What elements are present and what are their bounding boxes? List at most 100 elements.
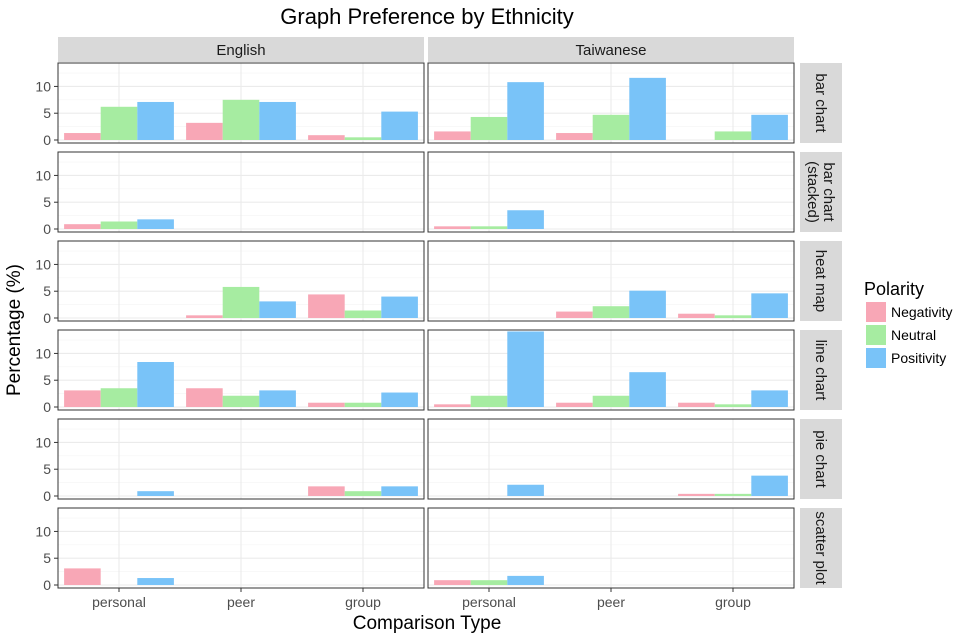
bar-positivity <box>751 293 788 318</box>
bar-positivity <box>751 114 788 140</box>
bar-neutral <box>344 491 382 496</box>
axes: 0 5 10 0 5 10 0 5 10 0 5 10 0 5 10 0 5 10 personal peer grou… <box>35 78 751 610</box>
bar-neutral <box>714 493 752 496</box>
y-tick-label: 10 <box>35 523 51 539</box>
y-tick-label: 0 <box>43 488 51 504</box>
facet-label-row: pie chart <box>812 430 829 488</box>
facet-label-column: English <box>216 42 265 59</box>
facet-strip-column <box>428 37 794 62</box>
bar-positivity <box>381 392 418 407</box>
facet-label-row: bar chart(stacked) <box>804 161 837 223</box>
y-tick-label: 0 <box>43 221 51 237</box>
y-tick-label: 0 <box>43 399 51 415</box>
y-tick-label: 0 <box>43 577 51 593</box>
bar-neutral <box>222 99 260 140</box>
facet-panels <box>57 62 795 589</box>
bar-neutral <box>344 137 382 140</box>
bar-negativity <box>186 388 223 407</box>
bar-negativity <box>64 133 101 140</box>
bar-negativity <box>186 122 223 140</box>
legend-key-neutral <box>866 325 886 345</box>
legend-label: Negativity <box>891 304 952 320</box>
bar-positivity <box>137 362 174 407</box>
bar-negativity <box>64 390 101 407</box>
y-tick-label: 5 <box>43 283 51 299</box>
facet-label-row-line: bar chart <box>812 73 829 133</box>
y-tick-label: 10 <box>35 434 51 450</box>
y-tick-label: 5 <box>43 550 51 566</box>
x-tick-label: personal <box>92 594 146 610</box>
facet-label-row-line: line chart <box>812 340 829 402</box>
panel-border <box>427 240 795 322</box>
facet-strip-row <box>800 152 842 232</box>
bar-negativity <box>64 568 101 585</box>
bar-negativity <box>434 580 471 585</box>
facet-label-row: heat map <box>812 250 829 313</box>
facet-panel <box>427 240 795 322</box>
bar-negativity <box>678 402 715 407</box>
panel-border <box>57 418 425 500</box>
legend-title: Polarity <box>864 279 924 299</box>
panel-border <box>57 240 425 322</box>
bar-neutral <box>344 402 382 407</box>
facet-strip-row <box>800 241 842 321</box>
bar-neutral <box>592 114 630 140</box>
y-tick-label: 10 <box>35 345 51 361</box>
bar-positivity <box>751 475 788 496</box>
bar-negativity <box>64 224 101 229</box>
y-tick-label: 5 <box>43 194 51 210</box>
bar-negativity <box>308 294 345 318</box>
bar-positivity <box>259 101 296 140</box>
bar-positivity <box>629 372 666 407</box>
bar-neutral <box>714 131 752 140</box>
bar-neutral <box>592 395 630 407</box>
y-tick-label: 10 <box>35 78 51 94</box>
bar-neutral <box>470 226 508 229</box>
bar-neutral <box>222 395 260 407</box>
bar-neutral <box>714 404 752 407</box>
bar-positivity <box>137 491 174 496</box>
y-tick-label: 10 <box>35 167 51 183</box>
legend-key-negativity <box>866 302 886 322</box>
facet-label-row: scatter plot <box>812 511 829 585</box>
bar-negativity <box>308 135 345 140</box>
bar-positivity <box>381 111 418 140</box>
panel-border <box>427 418 795 500</box>
facet-panel <box>57 329 425 411</box>
bar-neutral <box>714 315 752 318</box>
facet-panel <box>427 329 795 411</box>
bar-negativity <box>556 133 593 140</box>
facet-strip-row <box>800 508 842 588</box>
x-axis-title: Comparison Type <box>353 613 502 634</box>
facet-label-row-line: (stacked) <box>804 161 821 223</box>
bar-positivity <box>381 296 418 318</box>
facet-strip-row <box>800 419 842 499</box>
facet-label-row-line: heat map <box>812 250 829 313</box>
bar-positivity <box>381 486 418 496</box>
facet-strip-row <box>800 330 842 410</box>
facet-panel <box>57 240 425 322</box>
bar-positivity <box>751 390 788 407</box>
x-tick-label: peer <box>227 594 255 610</box>
facet-panel <box>57 62 425 144</box>
facet-panel <box>427 62 795 144</box>
facet-panel <box>57 151 425 233</box>
bar-positivity <box>507 575 544 585</box>
bar-negativity <box>556 311 593 318</box>
y-tick-label: 0 <box>43 132 51 148</box>
facet-strip-row <box>800 63 842 143</box>
facet-label-row-line: pie chart <box>812 430 829 488</box>
y-axis-title: Percentage (%) <box>4 264 25 396</box>
y-tick-label: 5 <box>43 105 51 121</box>
facet-label-row-line: scatter plot <box>812 511 829 585</box>
legend-label: Positivity <box>891 350 946 366</box>
legend-key-positivity <box>866 348 886 368</box>
x-tick-label: peer <box>597 594 625 610</box>
bar-neutral <box>470 580 508 585</box>
chart-title: Graph Preference by Ethnicity <box>280 4 573 29</box>
legend-label: Neutral <box>891 327 936 343</box>
bar-negativity <box>308 402 345 407</box>
panel-border <box>427 329 795 411</box>
bar-negativity <box>434 404 471 407</box>
